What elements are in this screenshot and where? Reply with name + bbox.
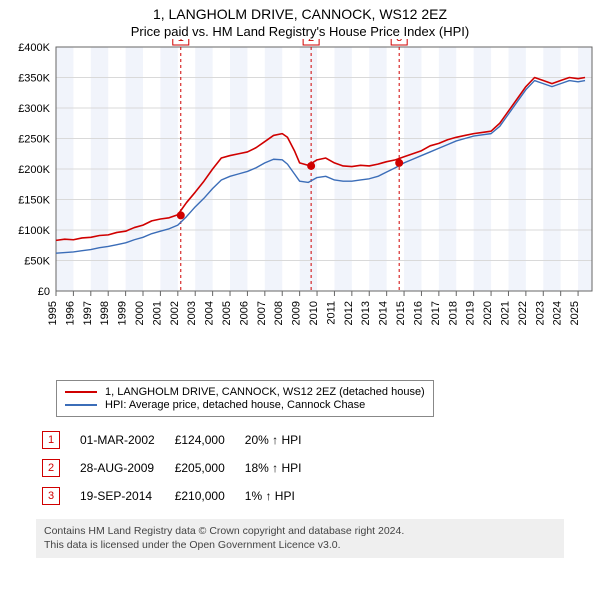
event-delta: 1% ↑ HPI bbox=[245, 483, 320, 509]
svg-text:1: 1 bbox=[178, 39, 184, 44]
svg-text:£200K: £200K bbox=[18, 164, 50, 176]
svg-text:2009: 2009 bbox=[291, 301, 303, 325]
svg-text:2018: 2018 bbox=[447, 301, 459, 325]
legend-row: HPI: Average price, detached house, Cann… bbox=[65, 399, 425, 411]
event-price: £205,000 bbox=[175, 455, 243, 481]
event-marker: 3 bbox=[42, 487, 60, 505]
svg-text:2003: 2003 bbox=[186, 301, 198, 325]
chart-container: £0 £50K £100K £150K £200K £250K £300K £350K £400… bbox=[0, 39, 600, 374]
svg-text:£50K: £50K bbox=[24, 256, 50, 268]
svg-text:2012: 2012 bbox=[343, 301, 355, 325]
svg-text:2: 2 bbox=[308, 39, 314, 44]
svg-text:2019: 2019 bbox=[465, 301, 477, 325]
svg-text:2002: 2002 bbox=[169, 301, 181, 325]
svg-text:2006: 2006 bbox=[238, 301, 250, 325]
svg-text:1999: 1999 bbox=[117, 301, 129, 325]
svg-text:2021: 2021 bbox=[499, 301, 511, 325]
event-id: 2 bbox=[42, 455, 78, 481]
legend-label: 1, LANGHOLM DRIVE, CANNOCK, WS12 2EZ (de… bbox=[105, 386, 425, 398]
svg-text:2025: 2025 bbox=[569, 301, 581, 325]
event-marker: 2 bbox=[42, 459, 60, 477]
event-date: 28-AUG-2009 bbox=[80, 455, 173, 481]
svg-text:2024: 2024 bbox=[552, 301, 564, 325]
svg-text:£400K: £400K bbox=[18, 42, 50, 54]
event-price: £124,000 bbox=[175, 427, 243, 453]
svg-text:1995: 1995 bbox=[47, 301, 59, 325]
svg-text:1998: 1998 bbox=[99, 301, 111, 325]
event-row: 1 01-MAR-2002£124,00020% ↑ HPI bbox=[42, 427, 319, 453]
svg-text:2001: 2001 bbox=[151, 301, 163, 325]
event-row: 2 28-AUG-2009£205,00018% ↑ HPI bbox=[42, 455, 319, 481]
event-row: 3 19-SEP-2014£210,0001% ↑ HPI bbox=[42, 483, 319, 509]
svg-text:2007: 2007 bbox=[256, 301, 268, 325]
svg-text:2005: 2005 bbox=[221, 301, 233, 325]
svg-text:£250K: £250K bbox=[18, 134, 50, 146]
legend-swatch bbox=[65, 391, 97, 393]
event-id: 3 bbox=[42, 483, 78, 509]
event-price: £210,000 bbox=[175, 483, 243, 509]
svg-text:2013: 2013 bbox=[360, 301, 372, 325]
events-table: 1 01-MAR-2002£124,00020% ↑ HPI 2 28-AUG-200… bbox=[40, 425, 321, 511]
chart-title-sub: Price paid vs. HM Land Registry's House … bbox=[0, 24, 600, 39]
svg-text:2016: 2016 bbox=[412, 301, 424, 325]
svg-text:2020: 2020 bbox=[482, 301, 494, 325]
svg-text:£300K: £300K bbox=[18, 103, 50, 115]
legend: 1, LANGHOLM DRIVE, CANNOCK, WS12 2EZ (de… bbox=[56, 380, 434, 417]
svg-text:2004: 2004 bbox=[204, 301, 216, 325]
svg-text:2022: 2022 bbox=[517, 301, 529, 325]
price-chart: £0 £50K £100K £150K £200K £250K £300K £350K £400… bbox=[0, 39, 600, 369]
svg-text:2011: 2011 bbox=[325, 301, 337, 325]
legend-swatch bbox=[65, 404, 97, 406]
footer-note: Contains HM Land Registry data © Crown c… bbox=[36, 519, 564, 558]
svg-text:£150K: £150K bbox=[18, 195, 50, 207]
event-date: 19-SEP-2014 bbox=[80, 483, 173, 509]
svg-text:£100K: £100K bbox=[18, 225, 50, 237]
event-marker: 1 bbox=[42, 431, 60, 449]
legend-row: 1, LANGHOLM DRIVE, CANNOCK, WS12 2EZ (de… bbox=[65, 386, 425, 398]
svg-text:1996: 1996 bbox=[64, 301, 76, 325]
chart-title-main: 1, LANGHOLM DRIVE, CANNOCK, WS12 2EZ bbox=[0, 6, 600, 22]
event-delta: 20% ↑ HPI bbox=[245, 427, 320, 453]
footer-line-2: This data is licensed under the Open Gov… bbox=[44, 539, 556, 553]
svg-text:1997: 1997 bbox=[82, 301, 94, 325]
svg-text:2014: 2014 bbox=[378, 301, 390, 325]
svg-text:3: 3 bbox=[396, 39, 402, 44]
svg-text:2008: 2008 bbox=[273, 301, 285, 325]
svg-text:2017: 2017 bbox=[430, 301, 442, 325]
svg-text:£0: £0 bbox=[38, 286, 50, 298]
event-date: 01-MAR-2002 bbox=[80, 427, 173, 453]
event-delta: 18% ↑ HPI bbox=[245, 455, 320, 481]
svg-text:2015: 2015 bbox=[395, 301, 407, 325]
svg-text:2010: 2010 bbox=[308, 301, 320, 325]
svg-text:£350K: £350K bbox=[18, 73, 50, 85]
svg-text:2023: 2023 bbox=[534, 301, 546, 325]
event-id: 1 bbox=[42, 427, 78, 453]
legend-label: HPI: Average price, detached house, Cann… bbox=[105, 399, 365, 411]
svg-text:2000: 2000 bbox=[134, 301, 146, 325]
footer-line-1: Contains HM Land Registry data © Crown c… bbox=[44, 525, 556, 539]
